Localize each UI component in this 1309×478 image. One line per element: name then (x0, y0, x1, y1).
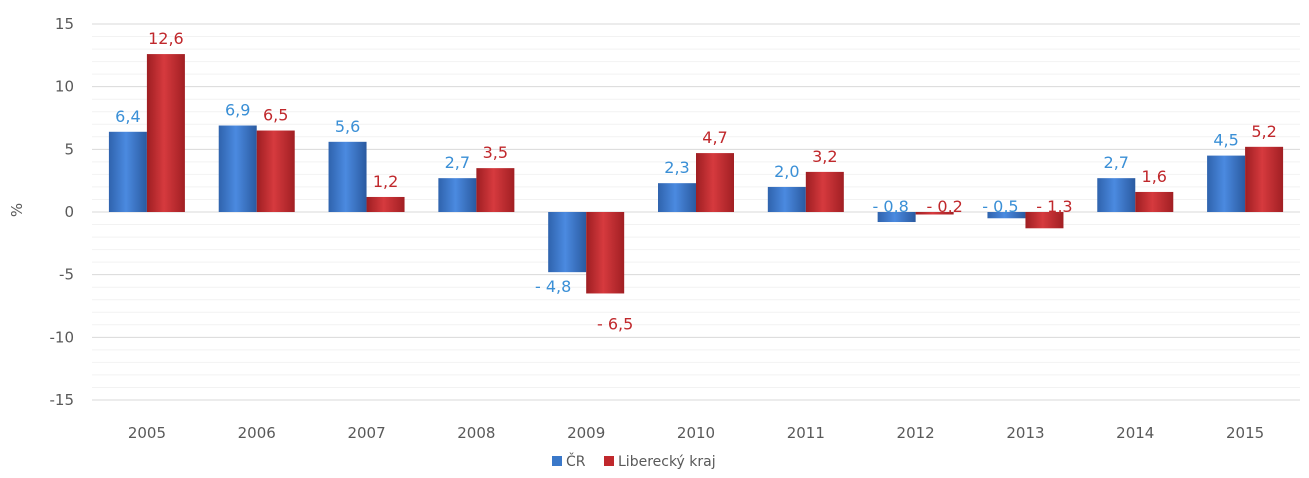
data-label-cr: 6,4 (115, 107, 140, 126)
y-tick-label: -10 (50, 328, 75, 346)
data-label-cr: 2,0 (774, 162, 799, 181)
bar-liberecky-kraj-2007 (366, 196, 405, 212)
x-tick-label: 2008 (457, 424, 495, 442)
data-label-cr: - 0,5 (982, 197, 1018, 216)
data-label-liberecky-kraj: - 6,5 (597, 314, 633, 333)
x-axis-ticks: 2005 2006 2007 2008 2009 2010 2011 2012 2013 2014… (128, 424, 1264, 442)
legend-swatch-cr (552, 456, 562, 466)
data-label-liberecky-kraj: 1,6 (1142, 167, 1167, 186)
data-label-liberecky-kraj: 5,2 (1251, 122, 1276, 141)
y-tick-label: 5 (64, 140, 74, 158)
bar-liberecky-kraj-2012 (915, 212, 954, 215)
x-tick-label: 2012 (897, 424, 935, 442)
y-tick-label: -5 (59, 266, 74, 284)
x-tick-label: 2013 (1006, 424, 1044, 442)
bar-cr-2013 (987, 212, 1026, 219)
data-label-liberecky-kraj: 6,5 (263, 106, 288, 125)
bar-cr-2010 (658, 183, 696, 212)
bar-cr-2009 (548, 212, 587, 273)
data-label-cr: 2,7 (1104, 153, 1129, 172)
bar-liberecky-kraj-2006 (256, 130, 295, 212)
legend: ČR Liberecký kraj (552, 452, 716, 470)
bar-cr-2008 (438, 178, 477, 212)
data-label-cr: 5,6 (335, 117, 360, 136)
bar-liberecky-kraj-2015 (1245, 146, 1284, 212)
bar-liberecky-kraj-2013 (1025, 212, 1064, 229)
y-tick-label: 0 (64, 203, 74, 221)
bar-liberecky-kraj-2011 (805, 171, 844, 212)
bar-cr-2012 (877, 212, 916, 223)
legend-label-liberecky-kraj: Liberecký kraj (618, 454, 716, 470)
data-label-cr: - 4,8 (535, 277, 571, 296)
legend-swatch-liberecky-kraj (604, 456, 614, 466)
y-tick-label: 15 (55, 15, 74, 33)
y-axis-label: % (8, 203, 26, 217)
data-label-liberecky-kraj: 4,7 (702, 128, 727, 147)
bar-liberecky-kraj-2010 (696, 153, 734, 212)
bar-cr-2006 (218, 125, 257, 212)
x-tick-label: 2005 (128, 424, 166, 442)
x-tick-label: 2015 (1226, 424, 1264, 442)
data-label-liberecky-kraj: - 0,2 (926, 197, 962, 216)
data-label-liberecky-kraj: 3,2 (812, 147, 837, 166)
x-tick-label: 2006 (238, 424, 276, 442)
bar-cr-2015 (1207, 155, 1246, 212)
bar-liberecky-kraj-2008 (476, 168, 515, 212)
bar-liberecky-kraj-2014 (1135, 191, 1174, 212)
data-label-cr: - 0,8 (872, 197, 908, 216)
x-tick-label: 2010 (677, 424, 715, 442)
bar-liberecky-kraj-2005 (146, 54, 185, 212)
data-label-cr: 2,3 (664, 158, 689, 177)
data-label-cr: 6,9 (225, 101, 250, 120)
x-tick-label: 2014 (1116, 424, 1154, 442)
bar-cr-2007 (328, 141, 367, 212)
data-label-liberecky-kraj: 3,5 (483, 143, 508, 162)
x-tick-label: 2007 (347, 424, 385, 442)
data-label-liberecky-kraj: - 1,3 (1036, 197, 1072, 216)
x-tick-label: 2011 (787, 424, 825, 442)
data-label-cr: 4,5 (1213, 131, 1238, 150)
legend-label-cr: ČR (566, 452, 586, 470)
bar-cr-2005 (108, 131, 147, 212)
bars (108, 54, 1284, 294)
y-tick-label: 10 (55, 78, 74, 96)
data-label-cr: 2,7 (445, 153, 470, 172)
x-tick-label: 2009 (567, 424, 605, 442)
bar-liberecky-kraj-2009 (586, 212, 625, 294)
data-labels: 6,4 12,6 6,9 6,5 5,6 1,2 2,7 3,5 - 4,8 - 6,5 2,3 4,… (115, 29, 1277, 333)
y-tick-label: -15 (50, 391, 75, 409)
y-axis-ticks: 15 10 5 0 -5 -10 -15 (50, 15, 75, 409)
data-label-liberecky-kraj: 1,2 (373, 172, 398, 191)
data-label-liberecky-kraj: 12,6 (148, 29, 184, 48)
bar-cr-2014 (1097, 178, 1136, 212)
bar-cr-2011 (767, 186, 806, 212)
